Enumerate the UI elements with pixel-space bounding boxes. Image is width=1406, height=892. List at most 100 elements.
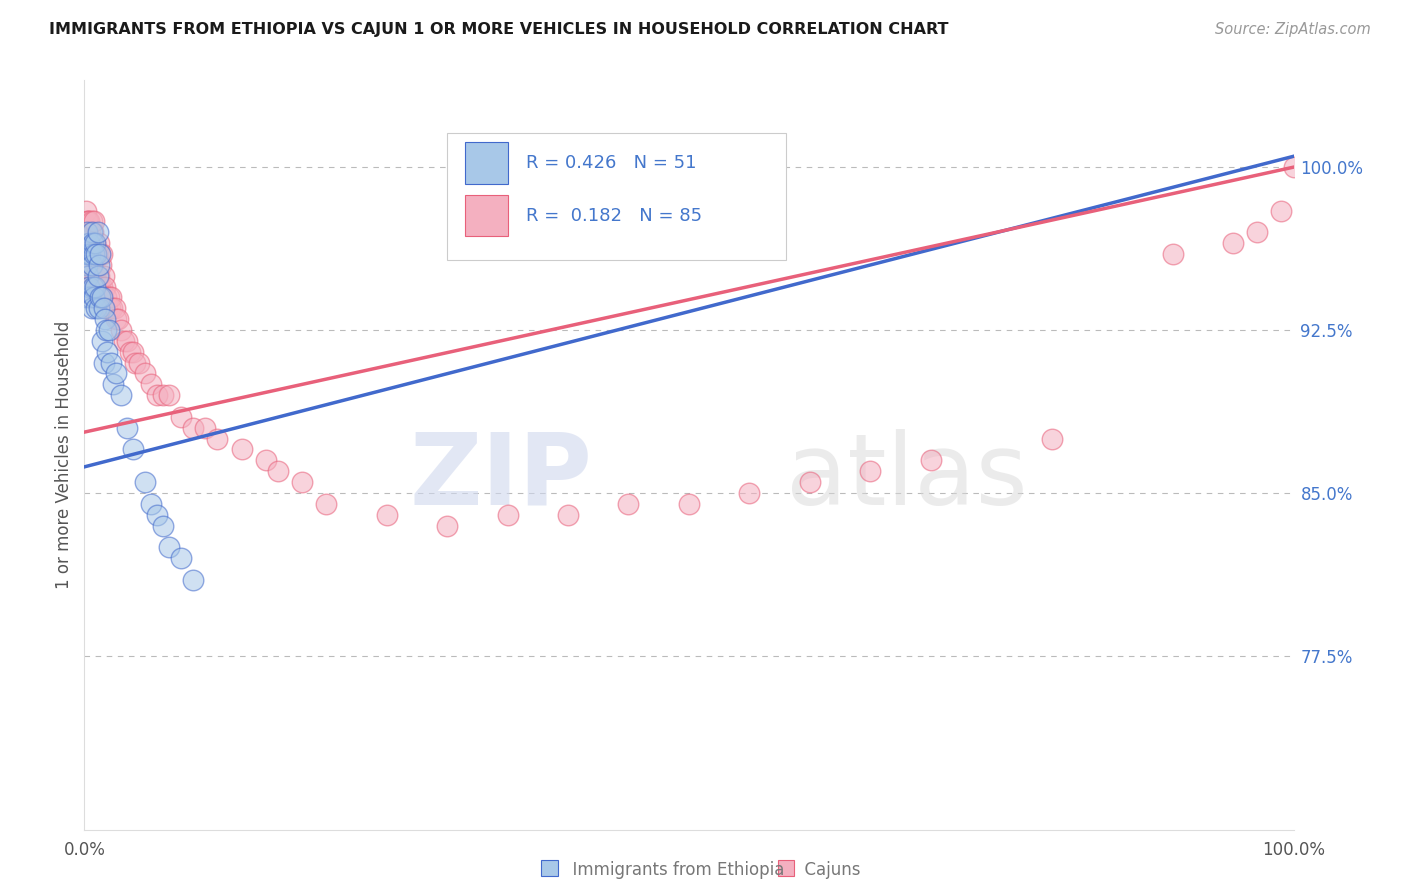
Point: [84, 236, 107, 251]
Point: [1270, 203, 1292, 218]
Point: [107, 312, 129, 326]
Point: [80, 279, 103, 293]
Point: [170, 551, 193, 566]
Point: [110, 323, 132, 337]
Point: [80, 214, 103, 228]
Point: [86, 301, 108, 316]
Point: [1161, 247, 1184, 261]
Point: [75, 290, 97, 304]
Point: [91, 279, 114, 293]
Text: atlas: atlas: [786, 429, 1028, 526]
Point: [291, 475, 314, 489]
Point: [267, 464, 290, 478]
Point: [103, 377, 125, 392]
Point: [104, 301, 127, 316]
Point: [96, 344, 118, 359]
Point: [181, 421, 204, 435]
Point: [1282, 160, 1305, 174]
FancyBboxPatch shape: [778, 860, 794, 876]
Text: Source: ZipAtlas.com: Source: ZipAtlas.com: [1215, 22, 1371, 37]
Point: [128, 356, 150, 370]
Point: [157, 388, 180, 402]
Point: [134, 475, 156, 489]
Point: [86, 247, 108, 261]
Point: [75, 247, 97, 261]
Point: [75, 236, 97, 251]
Point: [152, 388, 174, 402]
FancyBboxPatch shape: [465, 195, 508, 236]
Point: [76, 258, 98, 272]
Point: [87, 258, 110, 272]
Text: R = 0.426   N = 51: R = 0.426 N = 51: [526, 154, 696, 172]
Point: [77, 268, 100, 283]
Point: [77, 247, 100, 261]
Text: IMMIGRANTS FROM ETHIOPIA VS CAJUN 1 OR MORE VEHICLES IN HOUSEHOLD CORRELATION CH: IMMIGRANTS FROM ETHIOPIA VS CAJUN 1 OR M…: [49, 22, 949, 37]
Point: [1040, 432, 1063, 446]
Point: [79, 258, 101, 272]
Point: [100, 356, 122, 370]
Text: Immigrants from Ethiopia: Immigrants from Ethiopia: [562, 861, 785, 879]
Point: [83, 214, 105, 228]
Point: [86, 279, 108, 293]
Point: [80, 247, 103, 261]
Point: [134, 367, 156, 381]
Point: [104, 312, 127, 326]
Point: [799, 475, 821, 489]
Point: [86, 247, 108, 261]
Point: [146, 508, 169, 522]
Point: [83, 247, 105, 261]
Point: [79, 290, 101, 304]
Point: [84, 279, 107, 293]
Point: [181, 573, 204, 587]
Point: [124, 356, 146, 370]
FancyBboxPatch shape: [465, 143, 508, 184]
Point: [436, 518, 458, 533]
Point: [120, 344, 142, 359]
Point: [86, 279, 108, 293]
Point: [80, 301, 103, 316]
Point: [86, 268, 108, 283]
Point: [557, 508, 579, 522]
Point: [520, 236, 543, 251]
Point: [80, 258, 103, 272]
Point: [93, 356, 115, 370]
Point: [77, 236, 100, 251]
Point: [1246, 225, 1268, 239]
Point: [82, 225, 104, 239]
Point: [77, 279, 100, 293]
Text: R =  0.182   N = 85: R = 0.182 N = 85: [526, 207, 702, 225]
Point: [617, 497, 640, 511]
Point: [93, 268, 115, 283]
Point: [79, 225, 101, 239]
Point: [87, 236, 110, 251]
Point: [82, 258, 104, 272]
Point: [77, 247, 100, 261]
Point: [76, 214, 98, 228]
Point: [76, 279, 98, 293]
Point: [89, 247, 111, 261]
Point: [83, 290, 105, 304]
Point: [207, 432, 229, 446]
Point: [115, 334, 138, 348]
Point: [77, 214, 100, 228]
Point: [920, 453, 942, 467]
Y-axis label: 1 or more Vehicles in Household: 1 or more Vehicles in Household: [55, 321, 73, 589]
Point: [80, 225, 103, 239]
Point: [76, 225, 98, 239]
Point: [75, 268, 97, 283]
Point: [94, 290, 117, 304]
Point: [94, 312, 117, 326]
Point: [94, 279, 117, 293]
Point: [93, 301, 115, 316]
Point: [121, 344, 143, 359]
Point: [231, 442, 253, 457]
Point: [315, 497, 337, 511]
Point: [91, 247, 114, 261]
Point: [79, 290, 101, 304]
Point: [82, 279, 104, 293]
Point: [254, 453, 277, 467]
Point: [84, 268, 107, 283]
Point: [194, 421, 217, 435]
Text: Cajuns: Cajuns: [794, 861, 860, 879]
Point: [83, 279, 105, 293]
